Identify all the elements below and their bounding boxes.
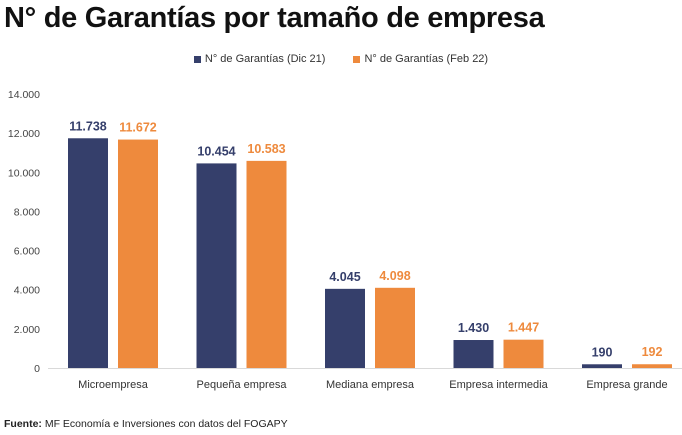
data-label: 10.454 — [197, 144, 235, 158]
legend-swatch-dic21 — [193, 55, 201, 63]
data-label: 11.672 — [119, 121, 157, 135]
x-tick-label: Mediana empresa — [326, 379, 415, 391]
data-label: 1.447 — [508, 321, 539, 335]
bar-dic21 — [196, 163, 237, 368]
data-label: 192 — [642, 345, 663, 359]
x-tick-label: Empresa grande — [586, 379, 667, 391]
y-tick-label: 2.000 — [14, 324, 40, 336]
y-tick-label: 0 — [34, 363, 40, 375]
data-label: 10.583 — [247, 142, 285, 156]
y-tick-label: 10.000 — [8, 167, 40, 179]
legend-item-feb22: N° de Garantías (Feb 22) — [353, 53, 488, 65]
source-note: Fuente: MF Economía e Inversiones con da… — [4, 418, 288, 430]
data-label: 1.430 — [458, 321, 489, 335]
legend-label-dic21: N° de Garantías (Dic 21) — [204, 53, 326, 65]
y-tick-label: 6.000 — [14, 246, 40, 258]
bar-feb22 — [118, 139, 158, 368]
bar-feb22 — [503, 339, 544, 368]
y-tick-label: 4.000 — [14, 285, 40, 297]
x-tick-label: Microempresa — [78, 379, 149, 391]
legend-swatch-feb22 — [353, 55, 361, 63]
legend: N° de Garantías (Dic 21) N° de Garantías… — [0, 53, 682, 65]
y-tick-label: 12.000 — [8, 128, 40, 140]
bar-feb22 — [375, 287, 415, 368]
source-text: MF Economía e Inversiones con datos del … — [41, 418, 288, 430]
bar-dic21 — [582, 364, 622, 368]
data-label: 190 — [592, 345, 613, 359]
x-tick-label: Empresa intermedia — [449, 379, 548, 391]
y-tick-label: 8.000 — [14, 206, 40, 218]
bar-feb22 — [632, 364, 672, 368]
bar-dic21 — [453, 340, 494, 368]
data-label: 4.098 — [379, 269, 410, 283]
bar-feb22 — [246, 160, 287, 368]
y-tick-label: 14.000 — [8, 89, 40, 101]
legend-item-dic21: N° de Garantías (Dic 21) — [193, 53, 326, 65]
chart-title: N° de Garantías por tamaño de empresa — [4, 2, 545, 34]
legend-label-feb22: N° de Garantías (Feb 22) — [364, 53, 489, 65]
data-label: 11.738 — [69, 119, 107, 133]
data-label: 4.045 — [329, 270, 360, 284]
bar-dic21 — [68, 138, 108, 368]
source-label: Fuente: — [4, 418, 42, 430]
bar-dic21 — [325, 288, 365, 368]
x-tick-label: Pequeña empresa — [197, 379, 288, 391]
